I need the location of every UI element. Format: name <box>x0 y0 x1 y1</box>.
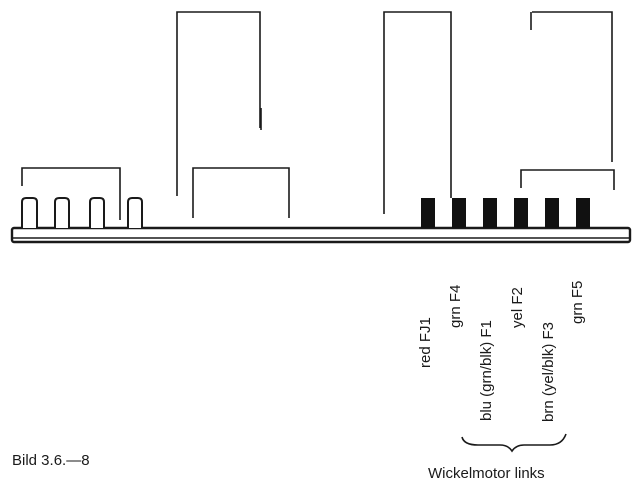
wire-label-grn-f4: grn F4 <box>447 284 464 328</box>
figure-caption: Bild 3.6.—8 <box>12 452 90 469</box>
wire-label-red-fj1: red FJ1 <box>417 317 434 368</box>
wire-label-brn-f3: brn (yel/blk) F3 <box>540 321 557 422</box>
bracket-lines <box>21 11 615 220</box>
open-pin-group <box>21 197 143 228</box>
wire-label-grn-f5: grn F5 <box>569 280 586 324</box>
wire-label-blu-f1: blu (grn/blk) F1 <box>478 320 495 421</box>
connector-strip <box>10 226 632 244</box>
group-label: Wickelmotor links <box>428 465 545 482</box>
group-brace <box>461 433 567 453</box>
wire-label-yel-f2: yel F2 <box>509 287 526 328</box>
solid-pin-group <box>421 198 590 228</box>
